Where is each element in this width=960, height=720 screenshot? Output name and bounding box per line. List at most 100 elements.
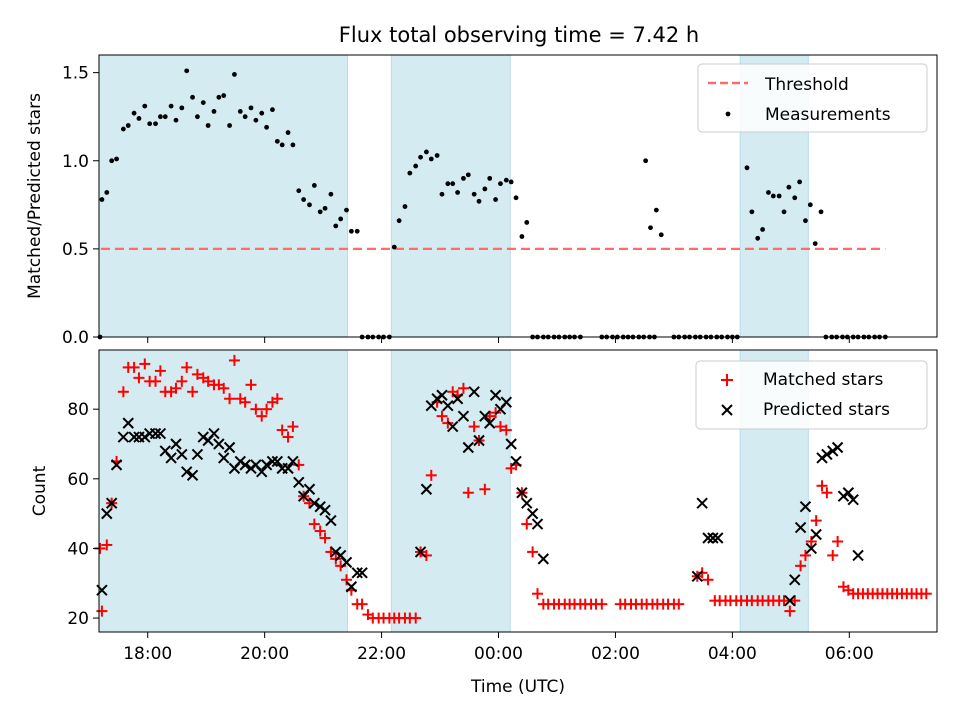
- predicted-star-point: [149, 427, 162, 440]
- matched-star-point: [341, 574, 353, 586]
- bottom-x-axis: 18:00 20:00 22:00 00:00 02:00 04:00 06:00: [123, 632, 874, 664]
- top-legend: Threshold Measurements: [697, 63, 928, 133]
- top-panel: 0.0 0.5 1.0 1.5 Matched/Predicted stars Thr…: [25, 54, 938, 348]
- matched-star-point: [218, 382, 230, 394]
- top-y-axis: 0.0 0.5 1.0 1.5: [62, 64, 99, 348]
- measurement-point: [482, 186, 488, 192]
- legend-measurements-label: Measurements: [765, 105, 891, 125]
- measurement-point: [807, 202, 813, 208]
- matched-star-point: [816, 480, 828, 492]
- matched-star-point: [101, 539, 113, 551]
- predicted-star-point: [271, 455, 284, 468]
- matched-star-point: [245, 379, 257, 391]
- y-tick-label: 40: [67, 539, 89, 559]
- legend-matched-swatch: [721, 374, 733, 386]
- predicted-star-point: [308, 497, 321, 509]
- measurement-point: [333, 223, 339, 229]
- measurement-point: [513, 195, 519, 201]
- measurement-point: [200, 100, 206, 105]
- measurement-point: [648, 225, 653, 231]
- predicted-star-point: [516, 487, 528, 499]
- measurement-point: [476, 198, 482, 204]
- matched-star-point: [810, 515, 822, 527]
- predicted-star-point: [117, 431, 130, 443]
- legend-predicted-swatch: [721, 404, 733, 416]
- measurement-point: [173, 117, 179, 123]
- predicted-star-point: [842, 487, 855, 499]
- measurement-point: [285, 130, 291, 135]
- predicted-star-point: [101, 507, 113, 520]
- measurement-point: [755, 235, 761, 241]
- matched-star-point: [224, 393, 236, 405]
- matched-star-point: [314, 525, 326, 537]
- predicted-star-point: [122, 417, 134, 429]
- x-tick-label: 00:00: [474, 644, 523, 664]
- measurement-point: [311, 183, 317, 188]
- predicted-star-point: [213, 438, 225, 450]
- measurement-point: [766, 190, 771, 195]
- measurement-point: [653, 207, 659, 213]
- measurement-point: [125, 123, 131, 128]
- y-tick-label: 60: [67, 470, 89, 490]
- measurement-point: [797, 179, 803, 185]
- predicted-star-point: [287, 455, 299, 468]
- measurement-point: [450, 181, 456, 187]
- matched-star-point: [187, 386, 199, 398]
- predicted-star-point: [239, 459, 251, 471]
- measurement-point: [658, 232, 664, 238]
- matched-star-point: [287, 421, 299, 433]
- measurement-point: [770, 193, 776, 199]
- predicted-star-point: [799, 500, 812, 513]
- measurement-point: [237, 109, 243, 114]
- matched-star-point: [795, 560, 807, 572]
- measurement-point: [221, 93, 227, 98]
- measurement-point: [227, 123, 232, 128]
- predicted-star-point: [510, 455, 522, 468]
- bottom-y-axis: 20 40 60 80: [67, 400, 99, 629]
- predicted-star-point: [208, 427, 220, 440]
- matched-star-point: [256, 410, 268, 422]
- measurement-point: [270, 107, 275, 113]
- measurement-point: [396, 218, 402, 224]
- measurement-point: [168, 103, 174, 109]
- measurement-point: [307, 202, 312, 208]
- predicted-star-point: [537, 553, 550, 565]
- matched-star-point: [500, 424, 512, 436]
- matched-star-point: [170, 382, 182, 394]
- measurement-point: [418, 154, 423, 160]
- measurement-point: [338, 216, 344, 222]
- predicted-star-point: [110, 459, 123, 471]
- y-tick-label: 80: [67, 400, 89, 420]
- matched-star-point: [271, 393, 283, 405]
- measurement-point: [519, 234, 525, 239]
- measurement-point: [428, 156, 434, 162]
- predicted-star-point: [447, 420, 459, 433]
- matched-star-point: [799, 549, 811, 561]
- predicted-star-point: [256, 466, 268, 478]
- predicted-star-point: [293, 476, 305, 489]
- measurement-point: [503, 177, 509, 183]
- measurement-point: [818, 209, 824, 215]
- matched-star-point: [821, 487, 833, 499]
- measurement-point: [465, 172, 471, 178]
- shaded-interval: [98, 54, 348, 338]
- measurement-point: [407, 170, 413, 176]
- measurement-point: [264, 124, 269, 130]
- measurement-point: [749, 209, 755, 215]
- predicted-star-point: [319, 504, 331, 516]
- measurement-point: [439, 191, 445, 197]
- predicted-star-point: [420, 483, 433, 495]
- predicted-star-point: [340, 556, 353, 569]
- measurement-point: [232, 71, 237, 77]
- predicted-star-point: [831, 441, 844, 454]
- predicted-star-point: [356, 567, 368, 579]
- measurement-point: [786, 184, 792, 190]
- predicted-star-point: [345, 581, 358, 593]
- y-tick-label: 0.0: [62, 328, 89, 348]
- predicted-star-point: [707, 532, 719, 544]
- matched-star-point: [308, 518, 320, 530]
- measurement-point: [643, 158, 649, 164]
- bottom-plot-frame: [98, 349, 938, 633]
- predicted-star-point: [154, 427, 167, 440]
- measurement-point: [744, 165, 750, 171]
